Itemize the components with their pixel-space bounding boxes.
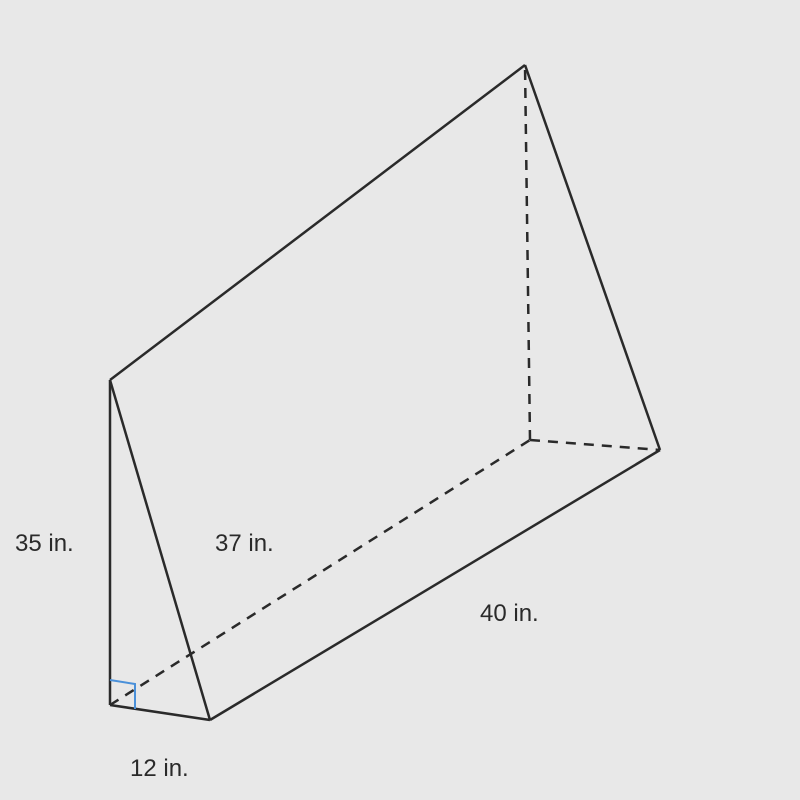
edge-front-hypotenuse — [110, 380, 210, 720]
edge-depth-left — [110, 440, 530, 705]
edge-back-bottom — [530, 440, 660, 450]
label-depth: 40 in. — [480, 600, 539, 628]
edge-front-bottom — [110, 705, 210, 720]
label-base: 12 in. — [130, 755, 189, 783]
edge-back-left — [525, 65, 530, 440]
prism-diagram: 35 in. 37 in. 40 in. 12 in. — [0, 0, 800, 800]
edge-depth-right — [210, 450, 660, 720]
prism-svg — [0, 0, 800, 800]
label-hypotenuse: 37 in. — [215, 530, 274, 558]
label-left-height: 35 in. — [15, 530, 74, 558]
edge-depth-top — [110, 65, 525, 380]
edge-back-hypotenuse — [525, 65, 660, 450]
